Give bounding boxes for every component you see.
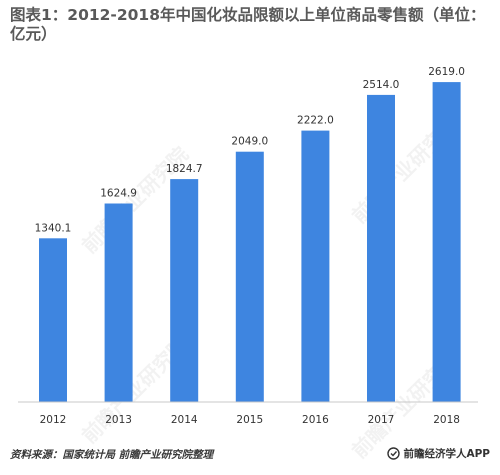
bar-2017 — [367, 94, 395, 403]
value-label-2015: 2049.0 — [231, 136, 268, 148]
brand-logo-icon — [387, 447, 401, 460]
value-label-2013: 1624.9 — [100, 188, 137, 200]
bar-2012 — [39, 238, 67, 402]
bar-2015 — [235, 151, 264, 402]
value-label-2018: 2619.0 — [428, 66, 465, 78]
bar-2016 — [301, 130, 330, 402]
x-tick-labels-group: 2012 2013 2014 2015 2016 2017 2018 — [40, 414, 460, 426]
brand-footer: 前瞻经济学人APP — [387, 446, 490, 461]
bars-group — [39, 82, 461, 403]
x-tick-label-2018: 2018 — [433, 414, 460, 426]
bar-2018 — [432, 82, 461, 402]
x-tick-label-2015: 2015 — [236, 414, 263, 426]
chart-title: 图表1：2012-2018年中国化妆品限额以上单位商品零售额（单位：亿元） — [10, 6, 486, 43]
bar-2013 — [104, 203, 133, 402]
x-tick-label-2017: 2017 — [368, 414, 395, 426]
x-tick-label-2014: 2014 — [171, 414, 198, 426]
x-tick-label-2012: 2012 — [40, 414, 67, 426]
source-note: 资料来源：国家统计局 前瞻产业研究院整理 — [10, 449, 214, 461]
value-label-2016: 2222.0 — [297, 115, 334, 127]
value-label-2017: 2514.0 — [363, 79, 400, 91]
brand-label: 前瞻经济学人APP — [403, 448, 490, 460]
x-tick-label-2013: 2013 — [105, 414, 132, 426]
value-label-2014: 1824.7 — [166, 163, 203, 175]
value-labels-group: 1340.1 1624.9 1824.7 2049.0 2222.0 2514.0 2619… — [35, 66, 465, 234]
x-tick-label-2016: 2016 — [302, 414, 329, 426]
value-label-2012: 1340.1 — [35, 222, 72, 234]
bar-2014 — [170, 179, 199, 402]
